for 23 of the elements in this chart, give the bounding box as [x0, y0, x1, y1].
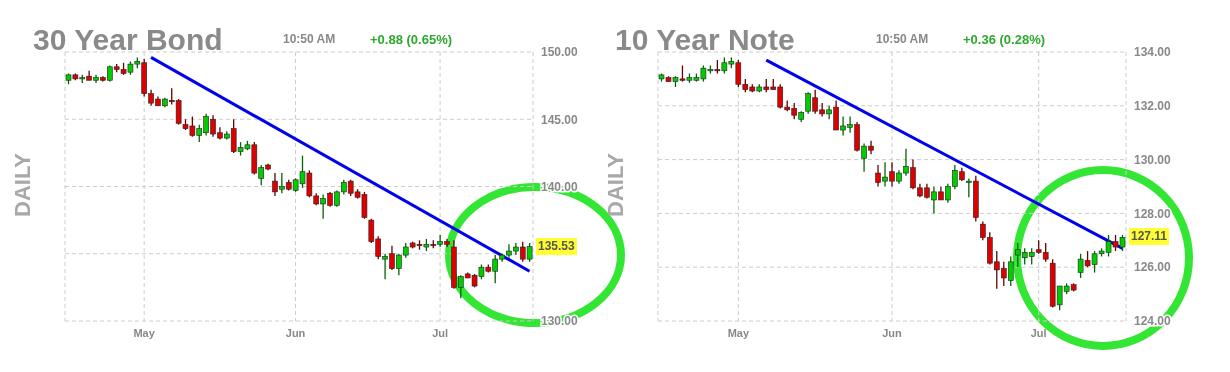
- text: DAILY: [10, 153, 36, 217]
- y-tick-label: 145.00: [541, 112, 579, 127]
- x-tick-label: May: [727, 326, 750, 339]
- text: 10:50 AM: [283, 32, 336, 46]
- y-tick-label: 150.00: [541, 45, 579, 60]
- chart-title: 30 Year Bond: [33, 23, 223, 56]
- y-tick-label: 130.00: [1134, 152, 1172, 167]
- x-tick-label: May: [133, 326, 156, 339]
- text: +0.36 (0.28%): [963, 32, 1046, 47]
- x-tick-label: Jul: [432, 326, 449, 339]
- y-tick-label: 134.00: [1134, 45, 1172, 60]
- x-tick-label: Jun: [882, 326, 903, 339]
- x-tick-label: Jun: [285, 326, 306, 339]
- y-tick-label: 132.00: [1134, 99, 1172, 114]
- chart-title: 10 Year Note: [615, 23, 795, 56]
- y-tick-label: 128.00: [1134, 206, 1172, 221]
- x-tick-label: Jul: [1030, 326, 1047, 339]
- text: +0.88 (0.65%): [370, 32, 453, 47]
- annotation: 135.53: [536, 237, 577, 255]
- annotation: 127.11: [1129, 228, 1170, 246]
- y-tick-label: 126.00: [1134, 260, 1172, 275]
- text: 10:50 AM: [876, 32, 929, 46]
- text: DAILY: [603, 153, 629, 217]
